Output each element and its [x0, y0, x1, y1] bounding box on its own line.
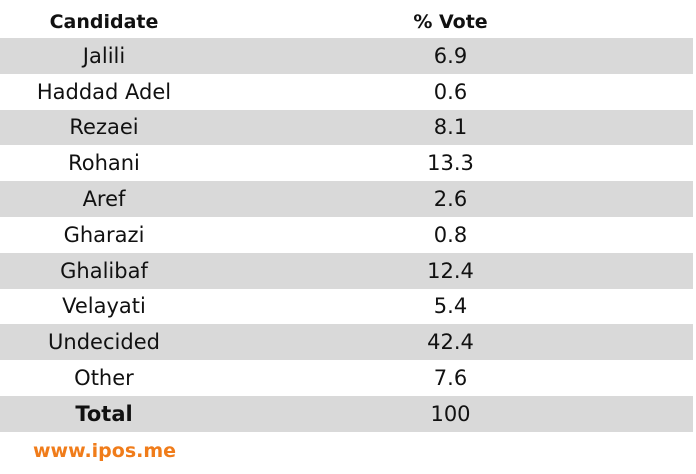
- candidate-cell: Haddad Adel: [36, 79, 172, 104]
- candidate-cell: Other: [74, 366, 134, 391]
- vote-cell: 0.8: [433, 222, 468, 247]
- candidate-cell: Jalili: [0, 38, 208, 74]
- table-row: Gharazi 0.8: [0, 217, 693, 253]
- header-row: Candidate % Vote: [0, 5, 693, 38]
- candidate-cell: Ghalibaf: [0, 252, 208, 289]
- table-row: Aref 2.6: [0, 181, 693, 217]
- vote-cell: 8.1: [208, 109, 693, 146]
- vote-table: Candidate % Vote Jalili 6.9 Haddad Adel …: [0, 5, 693, 432]
- table-row: Rohani 13.3: [0, 145, 693, 181]
- candidate-cell: Rohani: [68, 151, 140, 176]
- vote-cell: 12.4: [208, 252, 693, 289]
- table-row: Undecided 42.4: [0, 324, 693, 361]
- candidate-cell: Gharazi: [63, 222, 145, 247]
- source-credit: www.ipos.me: [33, 440, 177, 462]
- vote-cell: 13.3: [427, 151, 474, 176]
- table-row: Other 7.6: [0, 360, 693, 396]
- candidate-cell: Rezaei: [0, 109, 208, 146]
- total-label-cell: Total: [0, 395, 208, 432]
- table-row: Haddad Adel 0.6: [0, 74, 693, 110]
- vote-column-header: % Vote: [413, 10, 488, 33]
- total-vote-cell: 100: [208, 395, 693, 432]
- candidate-cell: Velayati: [62, 294, 146, 319]
- candidate-cell: Aref: [0, 181, 208, 217]
- vote-cell: 0.6: [433, 79, 468, 104]
- vote-cell: 42.4: [208, 324, 693, 361]
- vote-cell: 2.6: [208, 181, 693, 217]
- table-row: Rezaei 8.1: [0, 109, 693, 146]
- candidate-cell: Undecided: [0, 324, 208, 361]
- vote-cell: 7.6: [433, 366, 468, 391]
- table-row: Ghalibaf 12.4: [0, 252, 693, 289]
- total-row: Total 100: [0, 395, 693, 432]
- vote-cell: 6.9: [208, 38, 693, 74]
- table-row: Velayati 5.4: [0, 289, 693, 325]
- candidate-column-header: Candidate: [49, 10, 159, 33]
- vote-cell: 5.4: [433, 294, 468, 319]
- table-row: Jalili 6.9: [0, 38, 693, 74]
